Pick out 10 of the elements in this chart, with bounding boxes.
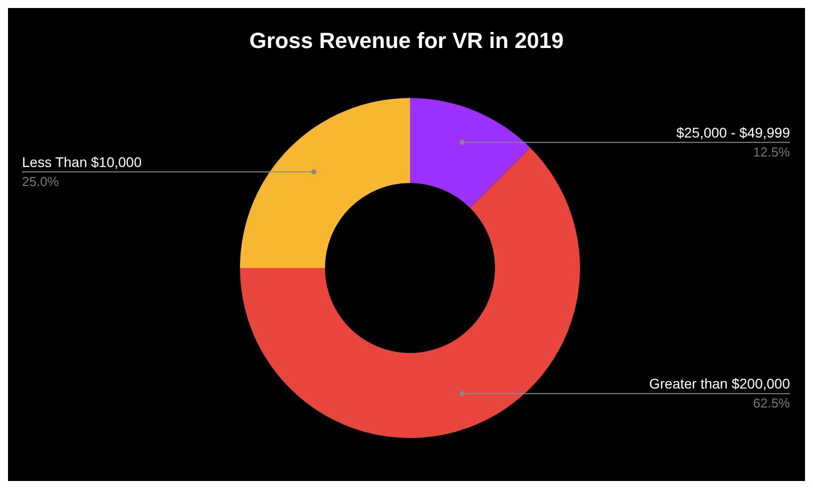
slice-label: Greater than $200,000	[649, 376, 790, 392]
donut-slice	[240, 148, 580, 438]
chart-title: Gross Revenue for VR in 2019	[249, 28, 564, 53]
data-label: 62.5%	[753, 396, 790, 411]
slice-label: $25,000 - $49,999	[676, 124, 790, 140]
data-label: 12.5%	[753, 144, 790, 160]
data-label: 25.0%	[22, 174, 60, 189]
donut-slice	[240, 98, 410, 268]
donut-slice	[410, 98, 530, 208]
slice-label: Less Than $10,000	[22, 154, 142, 170]
